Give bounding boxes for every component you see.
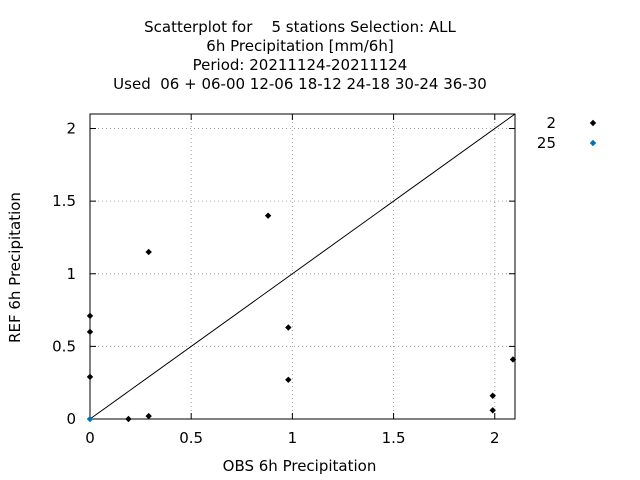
data-point-series0-3 [125, 415, 132, 423]
y-axis-label: REF 6h Precipitation [6, 192, 24, 343]
y-tick-label-3: 1.5 [52, 192, 76, 210]
data-point-series0-7 [285, 324, 292, 331]
x-tick-label-3: 1.5 [382, 429, 406, 447]
chart-title-line-4: Used 06 + 06-00 12-06 18-12 24-18 30-24 … [113, 75, 487, 93]
data-point-series0-5 [145, 412, 152, 420]
legend-label-1: 25 [537, 134, 556, 152]
legend-marker-1 [589, 139, 597, 147]
data-point-series0-6 [264, 212, 272, 219]
chart-title-line-1: Scatterplot for 5 stations Selection: AL… [144, 18, 456, 36]
axis-ticks: 0 0.5 1 1.5 2 0 0.5 1 1.5 2 [52, 114, 515, 447]
data-point-series0-4 [145, 248, 152, 256]
data-points [86, 212, 517, 423]
x-tick-label-0: 0 [85, 429, 95, 447]
legend: 225 [537, 114, 597, 152]
x-tick-label-1: 0.5 [179, 429, 203, 447]
x-tick-label-4: 2 [490, 429, 500, 447]
grid-lines [90, 114, 515, 419]
data-point-series0-9 [489, 392, 496, 399]
data-point-series0-11 [509, 356, 517, 363]
y-tick-label-0: 0 [66, 410, 76, 428]
plot-frame [89, 113, 516, 420]
y-tick-label-4: 2 [66, 120, 76, 138]
chart-title-line-3: Period: 20211124-20211124 [192, 56, 408, 74]
y-tick-label-2: 1 [66, 265, 76, 283]
data-point-series1-0 [86, 415, 94, 423]
x-axis-label: OBS 6h Precipitation [223, 457, 377, 475]
data-point-series0-0 [86, 312, 94, 320]
data-point-series0-10 [489, 407, 496, 414]
legend-marker-0 [589, 119, 597, 127]
legend-label-0: 2 [546, 114, 556, 132]
reference-diagonal-line [89, 113, 516, 420]
y-tick-label-1: 0.5 [52, 337, 76, 355]
data-point-series0-1 [86, 328, 94, 336]
x-tick-label-2: 1 [288, 429, 298, 447]
data-point-series0-2 [86, 373, 94, 381]
chart-title-line-2: 6h Precipitation [mm/6h] [206, 37, 394, 55]
data-point-series0-8 [285, 376, 292, 383]
